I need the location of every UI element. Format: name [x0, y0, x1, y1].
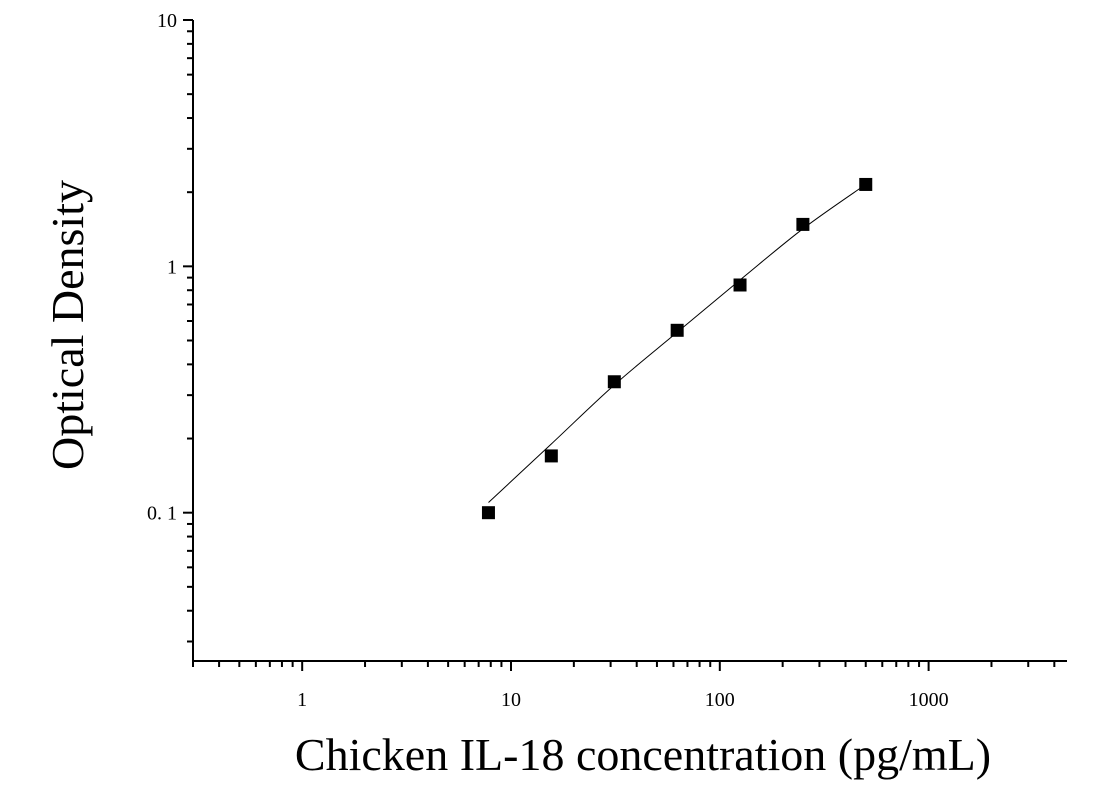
x-tick-label: 100 — [705, 689, 735, 711]
x-tick-label: 1000 — [909, 689, 949, 711]
data-point — [670, 323, 684, 337]
data-point — [607, 375, 621, 389]
axes — [192, 20, 1067, 662]
data-point — [796, 217, 810, 231]
y-axis-title: Optical Density — [42, 180, 93, 470]
data-point — [733, 278, 747, 292]
y-ticks: 0. 1 1 10 — [147, 10, 193, 643]
data-points — [481, 177, 873, 520]
x-tick-label: 1 — [297, 689, 307, 711]
x-axis-title: Chicken IL-18 concentration (pg/mL) — [295, 729, 991, 780]
x-tick-label: 10 — [501, 689, 521, 711]
y-tick-label: 1 — [167, 256, 177, 278]
data-point — [859, 177, 873, 191]
data-point — [544, 449, 558, 463]
data-point — [481, 506, 495, 520]
x-ticks: 1 10 100 1000 — [192, 661, 1056, 711]
y-tick-label: 10 — [157, 10, 177, 32]
y-tick-label: 0. 1 — [147, 503, 177, 525]
